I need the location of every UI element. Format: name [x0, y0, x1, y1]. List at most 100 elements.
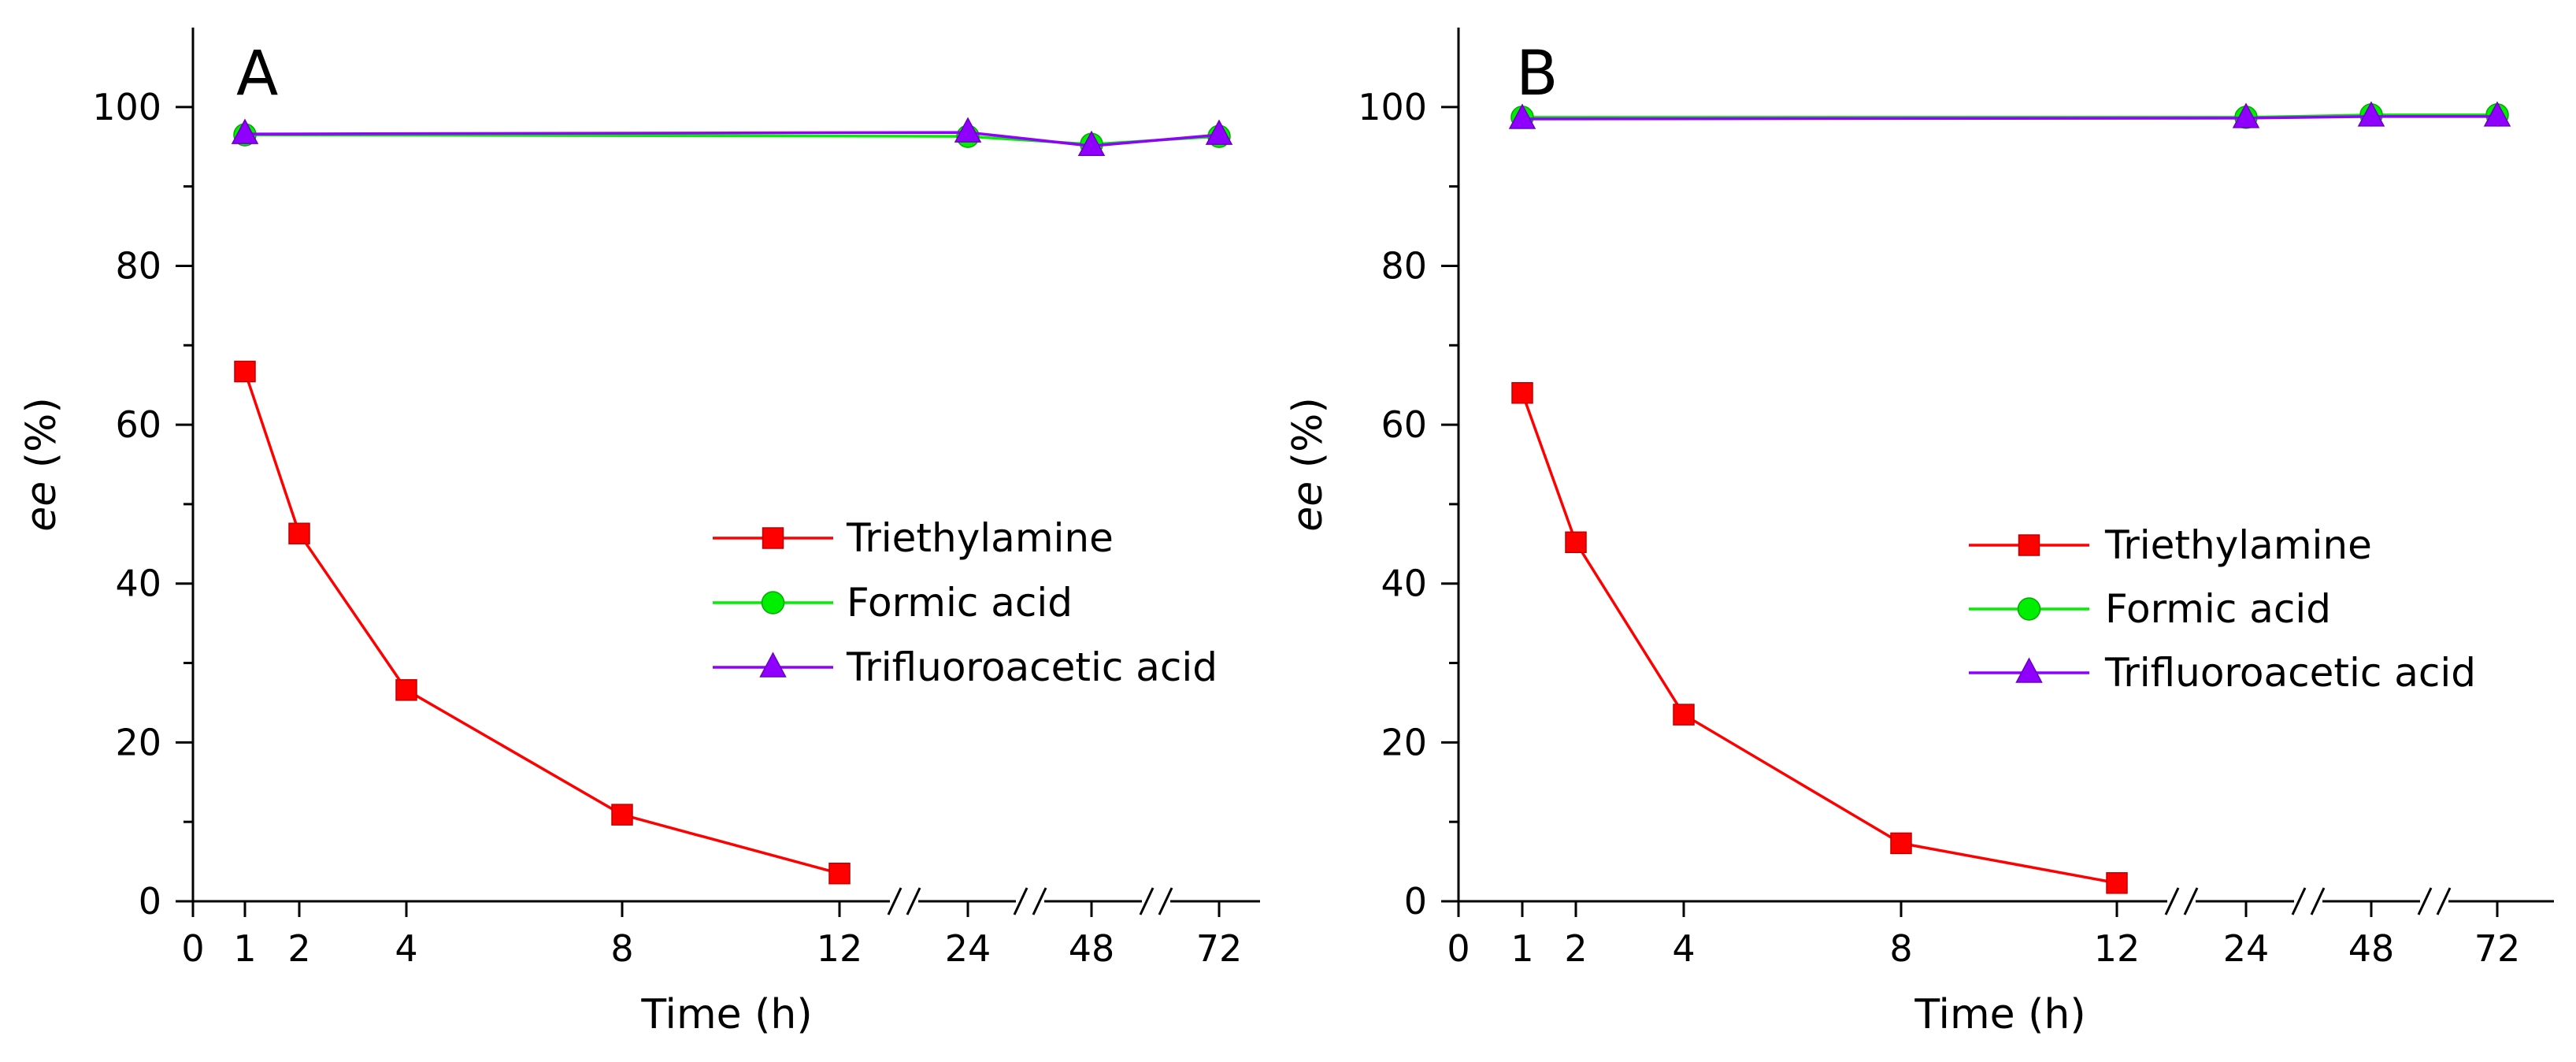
data-point-trifluoroacetic-acid — [2357, 101, 2385, 127]
y-tick-label: 80 — [1381, 244, 1427, 287]
axis-break-stroke — [2164, 887, 2180, 915]
legend-marker — [2017, 597, 2041, 621]
axis-break-marker — [1013, 887, 1047, 915]
legend: Triethylamine Formic acid Trifluoroacetic … — [1969, 522, 2476, 696]
x-tick-label: 24 — [945, 927, 991, 970]
x-tick-label: 72 — [1196, 927, 1243, 970]
x-axis-title: Time (h) — [1914, 991, 2085, 1038]
y-axis-title-italic: ee — [18, 481, 65, 532]
data-point-triethylamine — [1890, 832, 1912, 855]
axis-break-stroke — [887, 887, 903, 915]
data-point-triethylamine — [828, 862, 851, 885]
legend-marker — [762, 527, 784, 549]
axis-break-stroke — [2291, 887, 2307, 915]
y-axis-title-italic: ee — [1284, 481, 1332, 532]
y-axis-title-rest: (%) — [18, 397, 65, 481]
x-tick-label: 48 — [1069, 927, 1115, 970]
x-tick-label: 8 — [610, 927, 633, 970]
panel-label: B — [1516, 39, 1559, 110]
legend-item-trifluoroacetic-acid: Trifluoroacetic acid — [1969, 650, 2476, 696]
legend-marker — [2018, 534, 2040, 556]
legend-item-trifluoroacetic-acid: Trifluoroacetic acid — [713, 644, 1218, 690]
y-axis-title: ee (%) — [18, 397, 65, 532]
legend-item-triethylamine: Triethylamine — [713, 515, 1114, 561]
axis-break-stroke — [1158, 887, 1173, 915]
axis-break-stroke — [2417, 887, 2433, 915]
series-line-trifluoroacetic-acid — [1522, 115, 2497, 121]
data-point-triethylamine — [1511, 382, 1533, 404]
x-tick-label: 48 — [2348, 927, 2395, 970]
legend-label: Formic acid — [2105, 586, 2331, 632]
axis-break-stroke — [1032, 887, 1047, 915]
x-tick-label: 0 — [1447, 927, 1470, 970]
y-tick-label: 100 — [1358, 86, 1427, 128]
axis-break-marker — [1139, 887, 1173, 915]
axis-break-stroke — [2310, 887, 2326, 915]
axis-break-stroke — [2436, 887, 2452, 915]
y-tick-label: 40 — [1381, 563, 1427, 605]
legend-item-triethylamine: Triethylamine — [1969, 522, 2372, 568]
axis-break-marker — [887, 887, 921, 915]
legend-item-formic-acid: Formic acid — [1969, 586, 2331, 632]
data-point-triethylamine — [611, 804, 633, 826]
legend-label: Formic acid — [847, 580, 1073, 626]
legend-label: Triethylamine — [846, 515, 1114, 561]
y-tick-label: 20 — [1381, 721, 1427, 763]
x-tick-label: 2 — [287, 927, 310, 970]
y-axis-title: ee (%) — [1284, 397, 1332, 532]
legend-item-formic-acid: Formic acid — [713, 580, 1073, 626]
data-point-trifluoroacetic-acid — [1077, 130, 1106, 156]
x-tick-label: 2 — [1564, 927, 1587, 970]
axis-break-marker — [2164, 887, 2199, 915]
axis-break-stroke — [906, 887, 921, 915]
y-tick-label: 20 — [115, 721, 161, 763]
data-point-trifluoroacetic-acid — [1205, 119, 1233, 145]
y-tick-label: 40 — [115, 563, 161, 605]
data-point-triethylamine — [2106, 872, 2128, 894]
axis-break-marker — [2291, 887, 2326, 915]
series-triethylamine — [1511, 382, 2128, 894]
panel-label: A — [236, 39, 278, 110]
legend-marker — [761, 591, 785, 615]
series-formic-acid — [233, 123, 1231, 156]
y-axis-title-rest: (%) — [1284, 397, 1332, 481]
data-point-trifluoroacetic-acid — [1508, 103, 1536, 129]
series-line-trifluoroacetic-acid — [244, 131, 1220, 147]
y-tick-label: 60 — [1381, 403, 1427, 446]
y-tick-label: 60 — [115, 403, 161, 446]
data-point-trifluoroacetic-acid — [2483, 101, 2511, 127]
axis-break-marker — [2417, 887, 2452, 915]
x-tick-label: 12 — [2094, 927, 2140, 970]
y-tick-label: 0 — [139, 880, 161, 923]
legend-label: Trifluoroacetic acid — [846, 644, 1218, 690]
series-line-triethylamine — [243, 370, 840, 875]
x-tick-label: 1 — [1510, 927, 1533, 970]
legend-marker — [759, 652, 787, 678]
x-tick-label: 4 — [395, 927, 417, 970]
axis-break-stroke — [1013, 887, 1029, 915]
data-point-triethylamine — [1673, 704, 1695, 726]
axis-break-stroke — [2183, 887, 2199, 915]
x-tick-label: 8 — [1889, 927, 1912, 970]
y-tick-label: 100 — [92, 86, 161, 128]
data-point-trifluoroacetic-acid — [2232, 102, 2260, 128]
series-triethylamine — [234, 360, 851, 885]
legend: Triethylamine Formic acid Trifluoroacetic … — [713, 515, 1218, 690]
legend-label: Triethylamine — [2104, 522, 2372, 568]
series-trifluoroacetic-acid — [231, 117, 1233, 156]
y-tick-label: 0 — [1404, 880, 1427, 923]
y-tick-label: 80 — [115, 244, 161, 287]
x-axis-title: Time (h) — [640, 991, 812, 1038]
data-point-trifluoroacetic-acid — [231, 118, 259, 144]
x-tick-label: 24 — [2223, 927, 2270, 970]
legend-marker — [2015, 657, 2043, 683]
series-trifluoroacetic-acid — [1508, 101, 2511, 129]
axis-break-stroke — [1139, 887, 1155, 915]
x-tick-label: 0 — [181, 927, 204, 970]
data-point-trifluoroacetic-acid — [954, 117, 982, 143]
data-point-triethylamine — [288, 522, 310, 544]
data-point-triethylamine — [395, 679, 417, 701]
